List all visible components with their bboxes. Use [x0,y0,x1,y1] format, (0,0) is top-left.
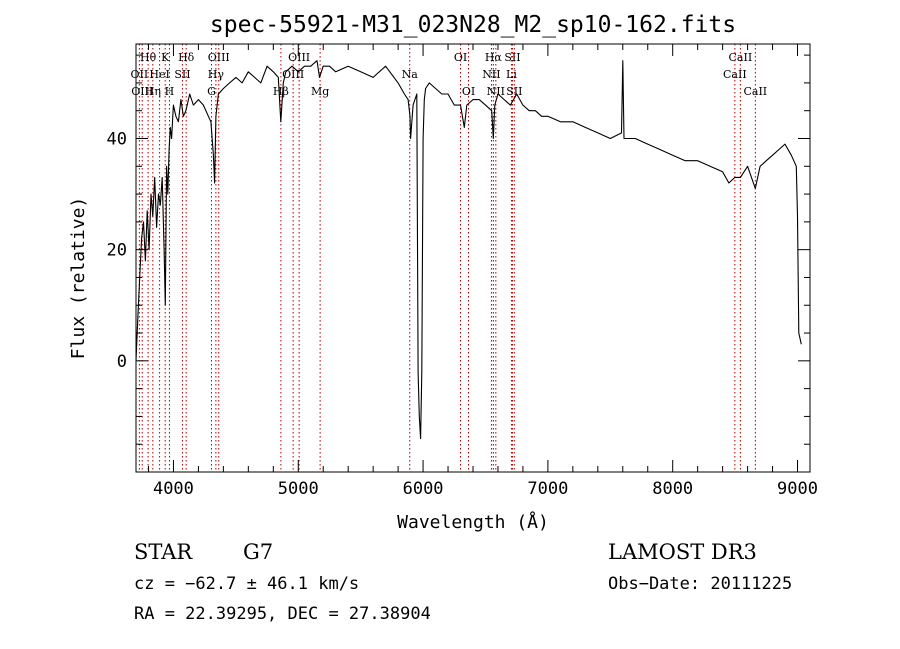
x-tick-label: 7000 [527,479,568,499]
line-id-label: Na [402,68,419,81]
line-id-label: Hγ [208,68,225,81]
line-id-label: OIII [288,51,310,64]
line-id-label: SII [504,51,520,64]
line-id-label: OII [131,68,149,81]
line-id-label: SII [174,68,190,81]
chart-title: spec-55921-M31_023N28_M2_sp10-162.fits [210,12,736,38]
line-id-label: Mg [311,85,329,98]
line-id-label: CaII [729,51,753,64]
line-id-label: HeI [149,68,169,81]
coordinates: RA = 22.39295, DEC = 27.38904 [134,604,431,624]
y-axis-label: Flux (relative) [68,197,89,360]
line-id-label: OI [462,85,475,98]
y-tick-label: 0 [117,352,127,372]
x-axis-label: Wavelength (Å) [397,511,549,533]
object-subclass: G7 [243,540,274,564]
spectrum-line [136,60,802,440]
y-tick-label: 40 [107,129,127,149]
x-tick-label: 9000 [777,479,818,499]
line-id-label: OIII [131,85,153,98]
line-id-label: NII [487,85,505,98]
line-id-label: Hα [485,51,503,64]
y-tick-label: 20 [107,241,127,261]
x-tick-label: 5000 [278,479,319,499]
line-id-label: H [165,85,175,98]
line-id-label: Hη [145,85,161,98]
survey-name: LAMOST DR3 [608,540,757,564]
line-id-label: NII [482,68,500,81]
redshift-cz: cz = −62.7 ± 46.1 km/s [134,574,360,594]
line-id-markers [138,44,756,472]
x-tick-label: 8000 [652,479,693,499]
obs-date: Obs−Date: 20111225 [608,574,793,594]
line-id-label: CaII [723,68,747,81]
line-id-label: G [207,85,216,98]
object-class: STAR [134,540,193,564]
line-id-label: OIII [208,51,230,64]
line-id-label: Li [506,68,517,81]
line-id-label: Hθ [140,51,157,64]
x-tick-label: 4000 [153,479,194,499]
plot-frame [135,43,811,473]
line-id-label: OI [454,51,467,64]
line-id-label: Hδ [178,51,195,64]
line-id-label: SII [506,85,522,98]
line-id-label: K [161,51,170,64]
x-tick-label: 6000 [403,479,444,499]
line-id-label: CaII [743,85,767,98]
line-id-label: Hβ [273,85,289,98]
